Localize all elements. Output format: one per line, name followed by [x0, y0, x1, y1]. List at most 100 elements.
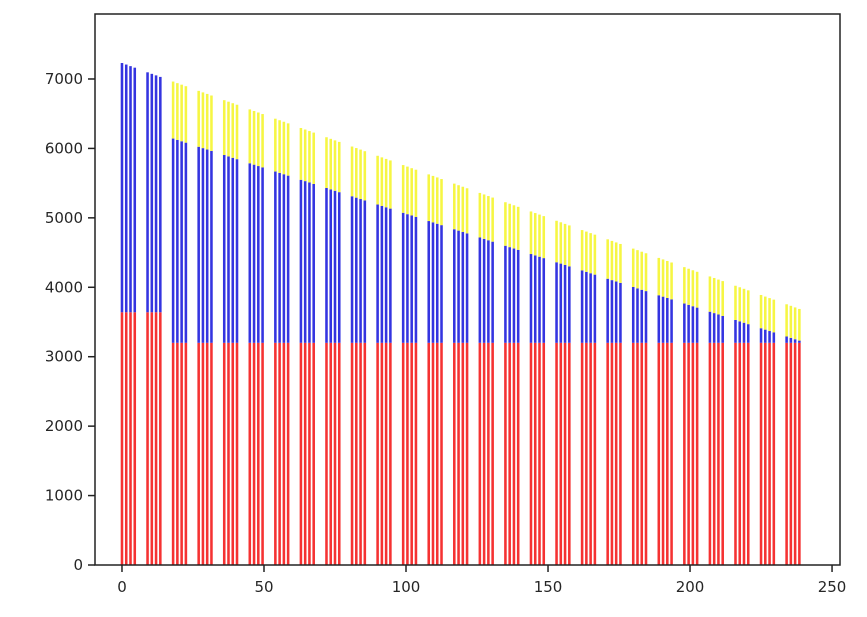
bar-segment-blue: [772, 332, 776, 343]
bar-segment-red: [325, 342, 328, 565]
bar-segment-blue: [487, 240, 490, 343]
bar-segment-blue: [640, 289, 644, 343]
bar-segment-red: [593, 342, 597, 565]
bar-segment-blue: [133, 67, 137, 313]
bar-segment-blue: [333, 190, 337, 343]
bar-segment-red: [585, 342, 588, 565]
bar-segment-red: [644, 342, 648, 565]
bar-segment-red: [789, 342, 793, 565]
bar-segment-yellow: [384, 158, 388, 208]
bar-segment-yellow: [516, 206, 520, 250]
bar-segment-blue: [376, 204, 379, 343]
bar-segment-red: [129, 312, 132, 565]
bar-segment-red: [589, 342, 592, 565]
bar-segment-red: [359, 342, 362, 565]
bar-segment-red: [435, 342, 439, 565]
bar-segment-yellow: [257, 112, 260, 167]
bar-segment-red: [333, 342, 337, 565]
bar-segment-red: [201, 342, 205, 565]
bar-segment-red: [401, 342, 405, 565]
bar-segment-yellow: [691, 270, 695, 307]
bar-segment-blue: [120, 63, 124, 313]
bar-segment-red: [384, 342, 388, 565]
bar-segment-blue: [154, 75, 158, 313]
bar-segment-yellow: [252, 110, 256, 165]
bar-segment-red: [717, 342, 720, 565]
bar-segment-red: [687, 342, 690, 565]
bar-segment-red: [308, 342, 311, 565]
bar-segment-blue: [764, 329, 767, 343]
bar-segment-blue: [410, 215, 413, 343]
bar-segment-red: [487, 342, 490, 565]
bar-segment-blue: [606, 278, 609, 343]
bar-segment-yellow: [312, 132, 315, 184]
bar-segment-yellow: [670, 262, 673, 300]
bar-segment-blue: [180, 141, 183, 343]
bar-segment-blue: [533, 255, 537, 343]
bar-segment-blue: [717, 314, 720, 343]
bar-segment-yellow: [589, 233, 592, 274]
x-tick-label: 250: [818, 578, 847, 596]
bar-segment-yellow: [406, 166, 409, 215]
x-tick-label: 0: [117, 578, 127, 596]
bar-segment-blue: [248, 163, 252, 343]
bar-segment-yellow: [657, 257, 661, 296]
bar-segment-red: [606, 342, 609, 565]
bar-segment-yellow: [278, 120, 281, 173]
bar-segment-red: [764, 342, 767, 565]
bar-segment-red: [508, 342, 511, 565]
y-tick-label: 5000: [45, 209, 83, 227]
bar-segment-red: [278, 342, 281, 565]
bar-segment-red: [721, 342, 724, 565]
bar-segment-red: [171, 342, 175, 565]
bar-segment-yellow: [282, 121, 286, 175]
bar-segment-yellow: [734, 285, 737, 320]
x-tick-label: 100: [392, 578, 421, 596]
bar-segment-yellow: [636, 250, 639, 289]
bar-segment-yellow: [410, 168, 413, 216]
bar-segment-yellow: [350, 146, 354, 197]
bar-segment-blue: [406, 214, 409, 343]
bar-segment-yellow: [538, 214, 541, 257]
bar-segment-blue: [785, 336, 788, 343]
bar-segment-red: [695, 342, 699, 565]
bar-segment-blue: [380, 205, 384, 343]
bar-segment-red: [759, 342, 763, 565]
bar-segment-yellow: [687, 268, 690, 305]
bar-segment-blue: [610, 280, 614, 343]
bar-segment-yellow: [580, 230, 584, 271]
bar-segment-yellow: [197, 90, 200, 147]
bar-segment-yellow: [274, 118, 277, 172]
bar-segment-blue: [585, 271, 588, 343]
bar-segment-yellow: [205, 93, 209, 150]
bar-segment-blue: [461, 232, 465, 343]
bar-segment-yellow: [504, 202, 507, 246]
bar-segment-blue: [159, 76, 162, 313]
bar-segment-yellow: [614, 242, 618, 282]
bar-segment-red: [124, 312, 128, 565]
y-tick-label: 6000: [45, 139, 83, 157]
bar-segment-yellow: [329, 138, 333, 190]
bar-segment-blue: [516, 249, 520, 343]
bar-segment-red: [329, 342, 333, 565]
bar-segment-yellow: [414, 169, 418, 217]
bar-segment-red: [355, 342, 358, 565]
bar-segment-red: [563, 342, 567, 565]
bar-segment-red: [798, 342, 801, 565]
bar-segment-red: [197, 342, 200, 565]
bar-segment-yellow: [363, 151, 367, 201]
bar-segment-blue: [337, 192, 341, 343]
bar-segment-blue: [359, 199, 362, 343]
bar-segment-yellow: [640, 251, 644, 290]
bar-segment-red: [491, 342, 494, 565]
bar-segment-red: [708, 342, 712, 565]
bar-segment-blue: [746, 324, 750, 343]
bar-segment-blue: [793, 339, 797, 343]
bar-segment-yellow: [666, 260, 669, 298]
bar-segment-blue: [538, 256, 541, 343]
bar-segment-yellow: [568, 225, 571, 267]
bar-segment-blue: [657, 295, 661, 343]
bar-segment-red: [533, 342, 537, 565]
bar-segment-yellow: [261, 114, 264, 168]
